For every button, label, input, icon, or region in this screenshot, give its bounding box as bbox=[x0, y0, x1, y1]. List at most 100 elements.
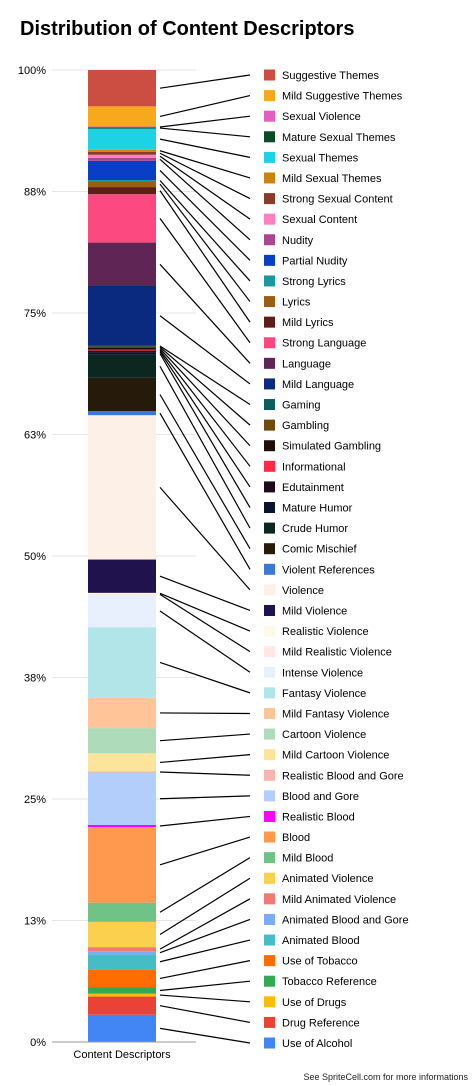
leader-line bbox=[159, 1027, 251, 1044]
bar-segment bbox=[88, 772, 156, 825]
legend-label: Realistic Blood bbox=[282, 811, 355, 823]
bar-segment bbox=[88, 194, 156, 243]
bar-segment bbox=[88, 347, 156, 350]
x-tick-label: Content Descriptors bbox=[73, 1049, 171, 1061]
legend-swatch bbox=[264, 563, 275, 575]
bar-segment bbox=[88, 921, 156, 948]
bar-segment bbox=[88, 592, 156, 594]
leader-line bbox=[159, 394, 251, 550]
legend-swatch bbox=[264, 172, 275, 184]
legend-label: Comic Mischief bbox=[282, 544, 358, 556]
leader-line bbox=[159, 733, 251, 742]
legend-swatch bbox=[264, 296, 275, 308]
legend-swatch bbox=[264, 337, 275, 349]
legend-swatch bbox=[264, 790, 275, 802]
bar-segment bbox=[88, 827, 156, 903]
bar-segment bbox=[88, 993, 156, 997]
bar-segment bbox=[88, 354, 156, 378]
chart-title: Distribution of Content Descriptors bbox=[20, 18, 355, 40]
legend-swatch bbox=[264, 584, 275, 596]
leader-line bbox=[159, 877, 251, 936]
leader-line bbox=[159, 351, 251, 488]
legend-label: Animated Violence bbox=[282, 873, 374, 885]
bar-segment bbox=[88, 824, 156, 828]
bar-segment bbox=[88, 286, 156, 346]
legend-swatch bbox=[264, 625, 275, 637]
leader-line bbox=[159, 661, 251, 694]
bar-segment bbox=[88, 180, 156, 182]
bar-segment bbox=[88, 187, 156, 195]
bar-segment bbox=[88, 753, 156, 772]
leader-line bbox=[159, 315, 251, 385]
bar-segment bbox=[88, 954, 156, 970]
legend-label: Crude Humor bbox=[282, 523, 348, 535]
bar-segment bbox=[88, 151, 156, 155]
leader-line bbox=[159, 857, 251, 913]
legend-swatch bbox=[264, 151, 275, 163]
legend-label: Suggestive Themes bbox=[282, 70, 380, 82]
leader-line bbox=[159, 575, 251, 612]
leader-line bbox=[159, 898, 251, 950]
bar-segment bbox=[88, 947, 156, 952]
bar-segment bbox=[88, 594, 156, 628]
leader-line bbox=[159, 345, 251, 406]
legend-label: Mild Fantasy Violence bbox=[282, 708, 389, 720]
leader-line bbox=[159, 836, 251, 866]
bar-segment bbox=[88, 157, 156, 161]
legend-label: Mild Animated Violence bbox=[282, 894, 396, 906]
leader-line bbox=[159, 1005, 251, 1023]
y-tick-label: 25% bbox=[24, 794, 46, 806]
bar-segment bbox=[88, 181, 156, 188]
legend-swatch bbox=[264, 728, 275, 740]
legend-label: Mild Realistic Violence bbox=[282, 647, 392, 659]
legend-label: Realistic Violence bbox=[282, 626, 369, 638]
legend-swatch bbox=[264, 893, 275, 905]
leader-line bbox=[159, 263, 251, 364]
legend-label: Mild Blood bbox=[282, 853, 333, 865]
legend-swatch bbox=[264, 852, 275, 864]
bar-segment bbox=[88, 969, 156, 988]
footer-note: See SpriteCell.com for more informations bbox=[303, 1072, 468, 1082]
legend-label: Mild Lyrics bbox=[282, 317, 334, 329]
legend-label: Mild Suggestive Themes bbox=[282, 91, 403, 103]
legend-swatch bbox=[264, 707, 275, 719]
legend-label: Mild Violence bbox=[282, 605, 347, 617]
y-tick-label: 100% bbox=[18, 65, 46, 77]
legend-label: Intense Violence bbox=[282, 667, 363, 679]
bar-segment bbox=[88, 126, 156, 128]
legend-swatch bbox=[264, 213, 275, 225]
bar-segment bbox=[88, 996, 156, 1015]
bar-segment bbox=[88, 771, 156, 773]
bar-segment bbox=[88, 728, 156, 754]
legend-label: Violent References bbox=[282, 564, 375, 576]
legend-swatch bbox=[264, 502, 275, 514]
leader-line bbox=[159, 349, 251, 467]
legend-label: Nudity bbox=[282, 235, 314, 247]
legend-swatch bbox=[264, 275, 275, 287]
y-tick-label: 0% bbox=[30, 1037, 46, 1049]
legend-swatch bbox=[264, 90, 275, 102]
leader-line bbox=[159, 74, 251, 89]
bar-segment bbox=[88, 559, 156, 593]
legend-swatch bbox=[264, 419, 275, 431]
legend-label: Animated Blood and Gore bbox=[282, 914, 409, 926]
bar-segment bbox=[88, 160, 156, 181]
leader-line bbox=[159, 155, 251, 220]
legend-label: Mild Sexual Themes bbox=[282, 173, 382, 185]
bar-segment bbox=[88, 627, 156, 698]
bar-segment bbox=[88, 415, 156, 560]
legend-swatch bbox=[264, 934, 275, 946]
leader-line bbox=[159, 795, 251, 800]
leader-line bbox=[159, 346, 251, 426]
leader-line bbox=[159, 918, 251, 954]
bar-segment bbox=[88, 128, 156, 150]
legend-label: Simulated Gambling bbox=[282, 441, 381, 453]
y-tick-label: 75% bbox=[24, 308, 46, 320]
legend-label: Edutainment bbox=[282, 482, 344, 494]
y-tick-label: 38% bbox=[24, 673, 46, 685]
bar-segment bbox=[88, 411, 156, 416]
legend-swatch bbox=[264, 460, 275, 472]
bar-segment bbox=[88, 154, 156, 158]
legend-swatch bbox=[264, 481, 275, 493]
bar-segment bbox=[88, 350, 156, 353]
